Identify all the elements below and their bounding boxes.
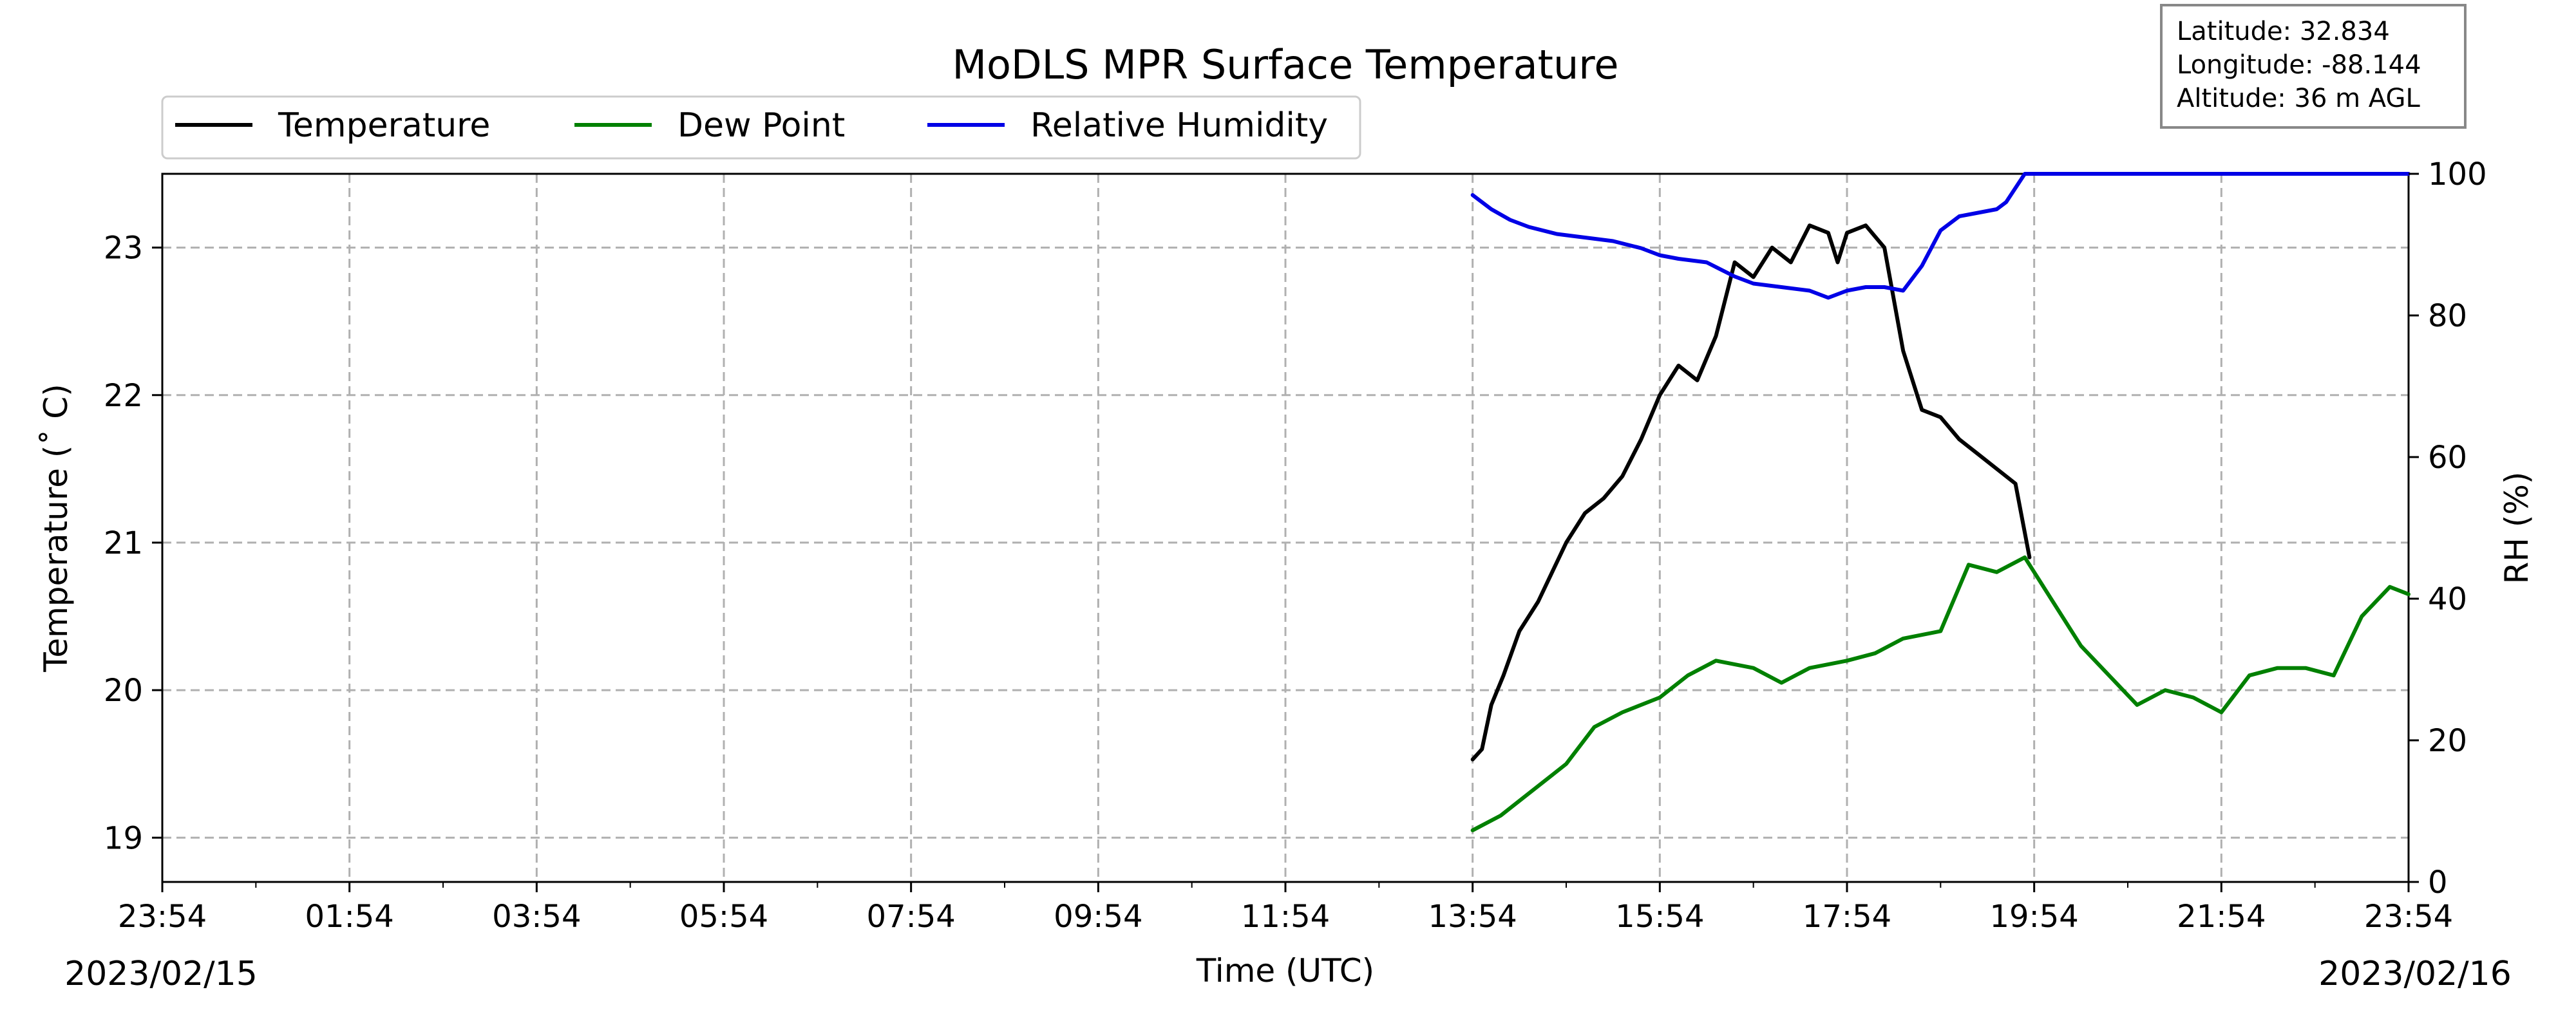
y-right-tick-label: 20 [2428, 723, 2467, 759]
y-left-tick-label: 22 [104, 378, 143, 414]
x-tick-label: 15:54 [1615, 899, 1704, 935]
y-left-tick-label: 23 [104, 230, 143, 267]
altitude-text: Altitude: 36 m AGL [2177, 84, 2420, 113]
longitude-text: Longitude: -88.144 [2177, 50, 2421, 80]
legend-label-temperature: Temperature [278, 106, 490, 145]
x-tick-label: 13:54 [1428, 899, 1517, 935]
x-tick-label: 03:54 [492, 899, 581, 935]
y-left-tick-label: 21 [104, 525, 143, 561]
x-tick-label: 23:54 [2364, 899, 2453, 935]
x-tick-label: 19:54 [1990, 899, 2079, 935]
x-tick-label: 09:54 [1054, 899, 1142, 935]
info-box-frame [2160, 4, 2467, 129]
legend-box [161, 95, 1361, 160]
axis-ticks: 23:54 01:54 03:54 05:54 07:54 09:54 11:54 13:54… [104, 156, 2487, 935]
x-tick-label: 23:54 [118, 899, 207, 935]
latitude-text: Latitude: 32.834 [2177, 17, 2390, 46]
temperature-line [1470, 223, 2032, 762]
x-tick-label: 11:54 [1241, 899, 1330, 935]
y-left-tick-label: 19 [104, 820, 143, 856]
y-right-tick-label: 100 [2428, 156, 2487, 192]
x-tick-label: 17:54 [1803, 899, 1891, 935]
date-start-label: 2023/02/15 [64, 955, 258, 993]
chart-title: MoDLS MPR Surface Temperature [952, 41, 1618, 88]
y-right-tick-label: 40 [2428, 581, 2467, 617]
x-tick-label: 05:54 [679, 899, 768, 935]
y-left-tick-label: 20 [104, 673, 143, 709]
y-right-tick-label: 60 [2428, 440, 2467, 476]
y-right-tick-label: 80 [2428, 298, 2467, 334]
location-info-box: Latitude: 32.834 Longitude: -88.144 Alti… [2160, 4, 2467, 129]
x-tick-label: 01:54 [305, 899, 394, 935]
series-group [1470, 172, 2410, 832]
legend: Temperature Dew Point Relative Humidity [161, 95, 1361, 160]
dew-point-line [1470, 555, 2410, 832]
x-axis-label: Time (UTC) [1196, 952, 1374, 989]
legend-label-dew-point: Dew Point [677, 106, 845, 145]
y-right-tick-label: 0 [2428, 865, 2448, 901]
relative-humidity-line [1470, 172, 2410, 300]
y-axis-right-label: RH (%) [2498, 472, 2535, 585]
date-end-label: 2023/02/16 [2318, 955, 2512, 993]
x-tick-label: 07:54 [867, 899, 956, 935]
legend-label-relative-humidity: Relative Humidity [1030, 106, 1328, 145]
grid-lines [162, 174, 2409, 882]
x-tick-label: 21:54 [2177, 899, 2266, 935]
y-axis-left-label: Temperature (˚ C) [37, 384, 75, 672]
